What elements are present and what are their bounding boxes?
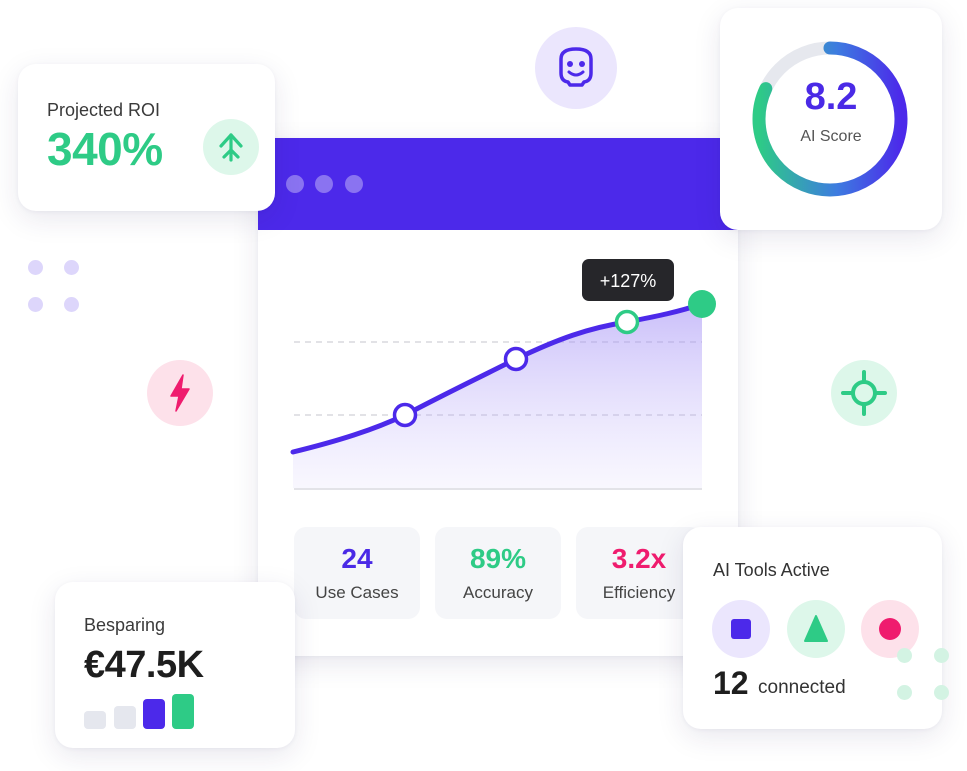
robot-face-icon xyxy=(535,27,617,109)
tools-count: 12 xyxy=(713,665,749,701)
chart-tooltip xyxy=(582,259,674,301)
stat-value: 89% xyxy=(469,543,527,574)
square-icon[interactable] xyxy=(712,600,770,658)
crosshair-icon xyxy=(831,360,897,426)
mini-bar xyxy=(172,694,194,729)
chart-point-highlight[interactable] xyxy=(614,309,640,335)
stat-efficiency[interactable]: 3.2x Efficiency xyxy=(576,527,702,619)
chart-area xyxy=(293,304,702,488)
decorative-dot xyxy=(897,685,912,700)
roi-label: Projected ROI xyxy=(47,100,161,120)
chart-point[interactable] xyxy=(503,346,529,372)
mini-bar xyxy=(84,711,106,729)
decorative-dot xyxy=(64,297,79,312)
decorative-dot xyxy=(897,648,912,663)
saving-value: €47.5K xyxy=(84,644,204,686)
arrow-up-icon xyxy=(203,119,259,175)
chart-point[interactable] xyxy=(392,402,418,428)
decorative-dot xyxy=(64,260,79,275)
tools-count-label: connected xyxy=(758,677,846,698)
stat-label: Use Cases xyxy=(315,583,399,602)
score-ring xyxy=(752,41,908,197)
window-titlebar xyxy=(258,138,738,230)
score-label: AI Score xyxy=(800,128,862,145)
score-value: 8.2 xyxy=(804,76,858,118)
dashboard-window: +127% 24 Use Cases 89% Accuracy 3.2x Eff… xyxy=(258,138,738,656)
window-dot xyxy=(315,175,333,193)
stat-accuracy[interactable]: 89% Accuracy xyxy=(435,527,561,619)
chart-endpoint[interactable] xyxy=(688,290,716,318)
saving-label: Besparing xyxy=(84,615,166,635)
roi-value: 340% xyxy=(47,123,163,175)
window-dot xyxy=(345,175,363,193)
score-progress xyxy=(752,41,908,197)
lightning-icon xyxy=(147,360,213,426)
decorative-dot xyxy=(934,685,949,700)
window-dot xyxy=(286,175,304,193)
decorative-dot xyxy=(28,297,43,312)
mini-bar xyxy=(143,699,165,729)
stat-value: 3.2x xyxy=(611,543,667,574)
ai-score-card: 8.2 AI Score xyxy=(720,8,942,230)
stat-value: 24 xyxy=(341,543,373,574)
stat-use-cases[interactable]: 24 Use Cases xyxy=(294,527,420,619)
chart-tooltip-text: +127% xyxy=(600,271,657,291)
triangle-icon[interactable] xyxy=(787,600,845,658)
roi-card: Projected ROI 340% xyxy=(18,64,275,211)
decorative-dot xyxy=(934,648,949,663)
mini-bar xyxy=(114,706,136,729)
stat-label: Efficiency xyxy=(602,583,676,602)
decorative-dot xyxy=(28,260,43,275)
saving-card: Besparing €47.5K xyxy=(55,582,295,748)
growth-chart: +127% xyxy=(290,259,716,490)
tools-label: AI Tools Active xyxy=(713,560,830,580)
circle-icon[interactable] xyxy=(861,600,919,658)
stat-label: Accuracy xyxy=(463,583,533,602)
